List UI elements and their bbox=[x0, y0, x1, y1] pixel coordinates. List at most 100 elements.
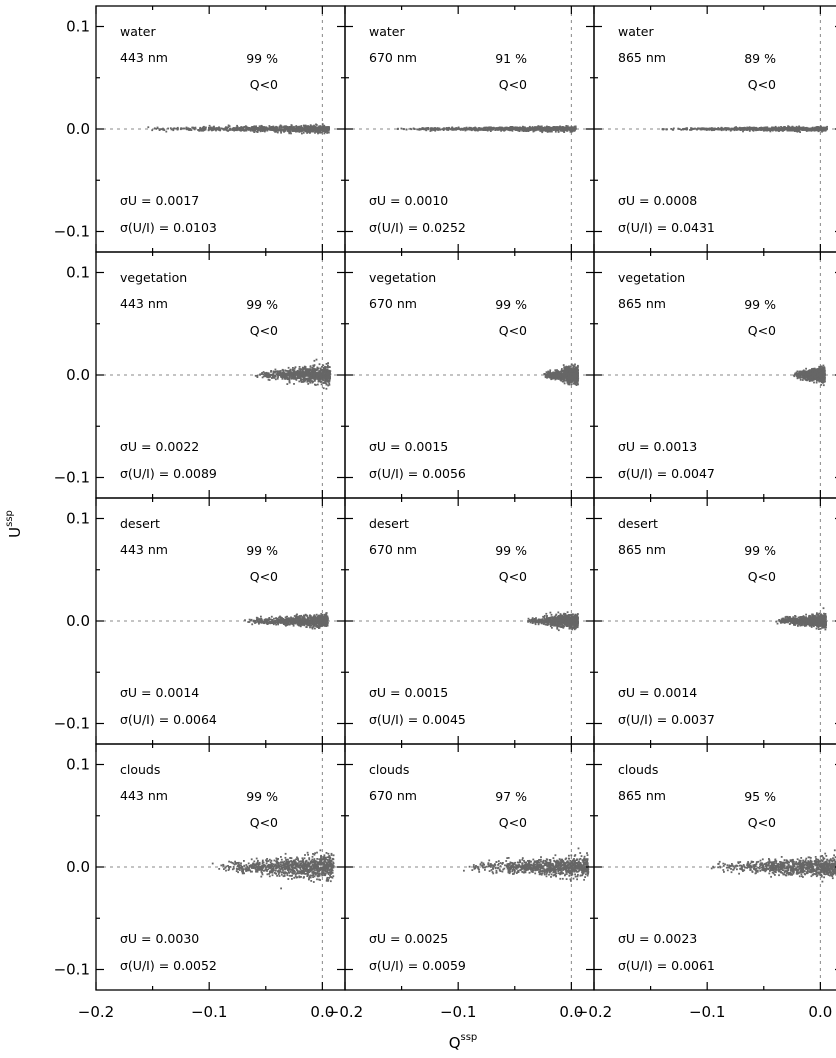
data-point bbox=[321, 128, 324, 130]
data-point bbox=[324, 372, 326, 375]
data-point bbox=[683, 127, 686, 130]
data-point bbox=[816, 126, 819, 129]
data-point bbox=[325, 376, 328, 379]
data-point bbox=[701, 128, 704, 131]
data-point bbox=[470, 129, 473, 132]
data-point bbox=[225, 128, 228, 130]
data-point bbox=[301, 366, 304, 369]
data-point bbox=[306, 132, 308, 134]
data-point bbox=[295, 373, 298, 375]
data-point bbox=[267, 372, 270, 375]
scene-label: water bbox=[369, 24, 405, 39]
data-point bbox=[554, 126, 557, 129]
data-point bbox=[316, 372, 319, 375]
data-point bbox=[271, 377, 273, 379]
data-point bbox=[564, 374, 566, 377]
data-point bbox=[289, 377, 291, 379]
data-point bbox=[285, 375, 287, 378]
data-point bbox=[550, 378, 553, 380]
data-point bbox=[318, 376, 320, 379]
data-point bbox=[744, 127, 746, 130]
data-point bbox=[306, 368, 308, 371]
data-point bbox=[267, 378, 270, 381]
data-point bbox=[569, 130, 572, 133]
data-point bbox=[264, 374, 267, 377]
data-point bbox=[480, 127, 483, 130]
data-point bbox=[318, 374, 321, 377]
data-point bbox=[312, 374, 314, 376]
data-point bbox=[425, 127, 427, 130]
data-point bbox=[314, 383, 316, 386]
scene-label: vegetation bbox=[120, 270, 187, 285]
data-point bbox=[566, 368, 569, 371]
data-point bbox=[820, 129, 822, 132]
data-point bbox=[303, 377, 305, 379]
data-point bbox=[735, 128, 738, 131]
data-point bbox=[322, 373, 325, 376]
data-point bbox=[222, 128, 225, 130]
data-point bbox=[299, 370, 302, 372]
data-point bbox=[573, 365, 576, 367]
data-point bbox=[322, 379, 325, 382]
data-point bbox=[459, 129, 462, 131]
data-point bbox=[272, 372, 275, 375]
data-point bbox=[576, 374, 578, 377]
data-point bbox=[295, 126, 298, 129]
data-point bbox=[321, 129, 324, 132]
data-point bbox=[802, 128, 805, 131]
data-point bbox=[566, 129, 568, 131]
data-point bbox=[311, 381, 314, 384]
data-point bbox=[315, 124, 318, 126]
data-point bbox=[570, 126, 573, 129]
data-point bbox=[276, 131, 279, 134]
data-point bbox=[557, 370, 559, 372]
data-point bbox=[173, 127, 176, 130]
sigma-u-label: σU = 0.0017 bbox=[120, 193, 199, 208]
data-point bbox=[557, 131, 560, 133]
data-point bbox=[811, 128, 813, 130]
data-point bbox=[520, 128, 523, 131]
data-point bbox=[576, 379, 579, 382]
data-point bbox=[316, 383, 319, 386]
data-point bbox=[305, 128, 308, 131]
data-point bbox=[553, 377, 556, 379]
data-point bbox=[283, 128, 286, 130]
data-point bbox=[312, 125, 314, 128]
data-point bbox=[576, 372, 579, 374]
data-point bbox=[774, 128, 777, 131]
data-point bbox=[713, 129, 715, 131]
data-point bbox=[570, 363, 573, 366]
data-point bbox=[572, 376, 574, 379]
data-point bbox=[304, 375, 307, 377]
data-point bbox=[275, 130, 278, 133]
data-point bbox=[247, 128, 250, 131]
data-point bbox=[565, 127, 567, 130]
wavelength-label: 670 nm bbox=[369, 296, 417, 311]
data-point bbox=[288, 375, 291, 378]
data-point bbox=[167, 127, 169, 130]
data-point bbox=[280, 131, 282, 134]
data-point bbox=[429, 128, 432, 131]
data-point bbox=[818, 129, 821, 132]
data-point bbox=[246, 128, 249, 131]
data-point bbox=[777, 128, 780, 130]
data-point bbox=[312, 373, 315, 375]
data-point bbox=[558, 374, 560, 377]
data-point bbox=[292, 367, 294, 369]
data-point bbox=[552, 374, 555, 377]
data-point bbox=[575, 375, 577, 378]
data-point bbox=[309, 124, 312, 127]
data-point bbox=[327, 373, 330, 375]
data-point bbox=[245, 129, 248, 132]
data-point bbox=[546, 128, 549, 130]
data-point bbox=[566, 376, 569, 379]
data-point bbox=[566, 366, 569, 369]
data-point bbox=[499, 127, 502, 130]
data-point bbox=[321, 368, 324, 371]
data-point bbox=[705, 128, 708, 131]
data-point bbox=[284, 127, 287, 129]
data-point bbox=[297, 129, 300, 132]
data-point bbox=[500, 127, 503, 130]
data-point bbox=[485, 129, 488, 131]
data-point bbox=[736, 127, 738, 130]
